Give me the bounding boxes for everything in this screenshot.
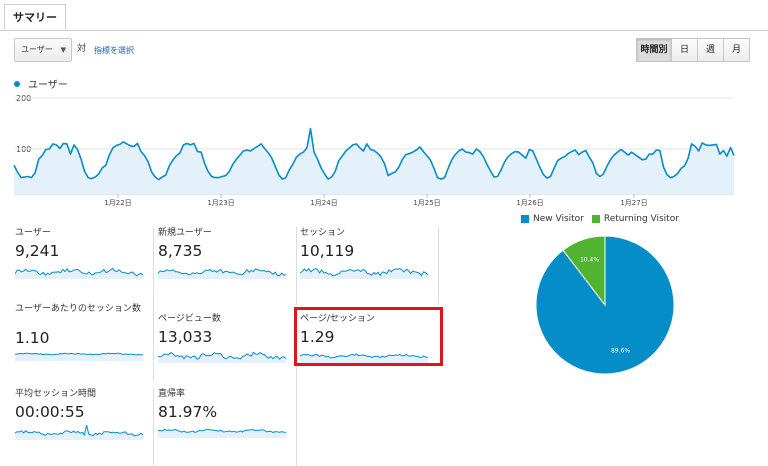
x-tick-label: 1月27日 [620,199,648,207]
metric-card-bounce-rate[interactable]: 直帰率 81.97% [158,388,297,466]
metric-card-avg-session-duration[interactable]: 平均セッション時間 00:00:55 [15,388,154,466]
metric-sparkline [158,351,287,363]
metric-label: 新規ユーザー [158,228,212,238]
sparkline-line [15,352,143,356]
legend-item-returning-visitor[interactable]: Returning Visitor [591,214,679,224]
sparkline-line [15,424,144,437]
sparkline-area [300,268,428,279]
sparkline-area [300,354,428,363]
metric-value: 10,119 [300,242,355,260]
metric-select-value: ユーザー [21,45,53,54]
pie-slice-returning-visitor [562,235,606,307]
granularity-hourly-button[interactable]: 時間別 [636,38,672,62]
metric-value: 8,735 [158,242,203,260]
chevron-down-icon: ▼ [60,46,66,54]
metric-value: 9,241 [15,242,60,260]
legend-label: New Visitor [533,214,584,224]
tab-bar: サマリー [0,0,768,31]
metric-sparkline [158,428,287,438]
x-tick-label: 1月24日 [310,199,338,207]
metric-sparkline [15,267,144,279]
x-tick-label: 1月23日 [207,199,235,207]
sparkline-line [300,267,429,277]
users-line [13,127,735,181]
metric-sparkline [300,353,428,363]
pie-legend: New Visitor Returning Visitor [521,214,687,224]
users-line-chart[interactable] [0,92,768,200]
sparkline-line [158,351,287,360]
metric-label: セッション [300,228,346,238]
x-tick-label: 1月26日 [516,199,544,207]
metric-value: 00:00:55 [15,403,85,421]
chart-legend: ユーザー [14,76,68,91]
series-name: ユーザー [28,80,68,91]
metric-label: ページ/セッション [300,314,375,324]
sparkline-line [15,267,144,277]
metric-value: 1.29 [300,328,335,346]
sparkline-area [15,268,143,279]
granularity-month-button[interactable]: 月 [723,38,750,62]
legend-label: Returning Visitor [603,214,679,224]
sparkline-line [300,353,428,359]
users-area [14,128,734,194]
x-tick-label: 1月22日 [104,199,132,207]
tab-summary[interactable]: サマリー [4,4,66,30]
metric-card-pages-per-session[interactable]: ページ/セッション 1.29 [300,313,438,391]
metric-sparkline [300,267,429,279]
visitor-pie-chart[interactable]: 89.6% 10.4% [530,230,680,380]
granularity-toggle: 時間別 日 週 月 [636,38,750,62]
metric-card-new-users[interactable]: 新規ユーザー 8,735 [158,227,297,305]
metric-label: 平均セッション時間 [15,389,97,399]
series-dot-icon [14,80,20,87]
metric-select[interactable]: ユーザー ▼ [14,38,72,62]
sparkline-area [15,353,143,361]
sparkline-area [158,352,286,363]
x-tick-label: 1月25日 [413,199,441,207]
metric-value: 13,033 [158,328,213,346]
metric-label: ページビュー数 [158,314,221,324]
metric-label: ユーザーあたりのセッション数 [15,304,141,314]
sparkline-area [158,429,286,438]
metric-value: 81.97% [158,403,218,421]
granularity-day-button[interactable]: 日 [671,38,698,62]
legend-swatch [521,215,529,223]
metric-sparkline [158,268,287,279]
metric-sparkline [15,352,143,361]
granularity-week-button[interactable]: 週 [697,38,724,62]
legend-item-new-visitor[interactable]: New Visitor [521,214,584,224]
pie-label: 10.4% [580,256,599,263]
vs-label: 対 [77,44,87,54]
highlight-box [294,307,443,366]
metric-label: 直帰率 [158,389,186,399]
metric-sparkline [15,424,144,440]
metric-card-pageviews[interactable]: ページビュー数 13,033 [158,313,297,391]
metric-card-users[interactable]: ユーザー 9,241 [15,227,154,305]
select-metric-link[interactable]: 指標を選択 [94,46,134,55]
legend-swatch [591,215,600,223]
sparkline-line [158,268,287,277]
metric-card-sessions-per-user[interactable]: ユーザーあたりのセッション数 1.10 [15,303,154,381]
metric-value: 1.10 [15,329,50,347]
metric-label: ユーザー [15,228,51,238]
metric-card-sessions[interactable]: セッション 10,119 [300,227,439,305]
pie-label: 89.6% [611,348,630,355]
sparkline-line [158,428,287,433]
